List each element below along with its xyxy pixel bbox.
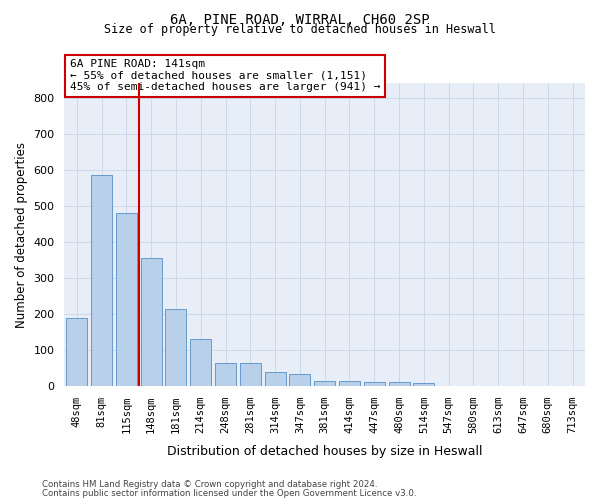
Text: 6A PINE ROAD: 141sqm
← 55% of detached houses are smaller (1,151)
45% of semi-de: 6A PINE ROAD: 141sqm ← 55% of detached h…: [70, 59, 380, 92]
Bar: [314, 381, 335, 386]
Text: Contains public sector information licensed under the Open Government Licence v3: Contains public sector information licen…: [42, 488, 416, 498]
Text: Contains HM Land Registry data © Crown copyright and database right 2024.: Contains HM Land Registry data © Crown c…: [42, 480, 377, 489]
Text: Size of property relative to detached houses in Heswall: Size of property relative to detached ho…: [104, 22, 496, 36]
Bar: [166, 308, 187, 386]
Bar: [364, 382, 385, 386]
Bar: [190, 340, 211, 386]
Bar: [265, 372, 286, 386]
X-axis label: Distribution of detached houses by size in Heswall: Distribution of detached houses by size …: [167, 444, 482, 458]
Bar: [240, 364, 261, 386]
Bar: [215, 364, 236, 386]
Y-axis label: Number of detached properties: Number of detached properties: [15, 142, 28, 328]
Bar: [91, 175, 112, 386]
Bar: [339, 381, 360, 386]
Bar: [140, 258, 162, 386]
Text: 6A, PINE ROAD, WIRRAL, CH60 2SP: 6A, PINE ROAD, WIRRAL, CH60 2SP: [170, 12, 430, 26]
Bar: [289, 374, 310, 386]
Bar: [413, 384, 434, 386]
Bar: [66, 318, 88, 386]
Bar: [116, 213, 137, 386]
Bar: [389, 382, 410, 386]
